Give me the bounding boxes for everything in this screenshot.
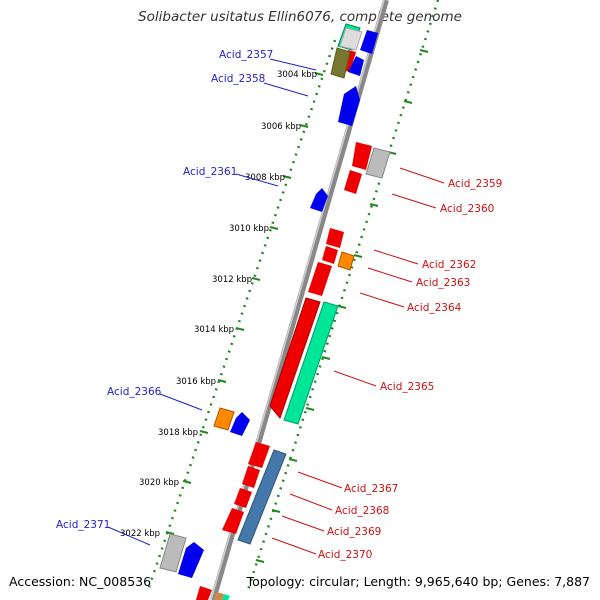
gene-reverse[interactable] [178, 542, 204, 578]
gene-reverse[interactable] [338, 86, 360, 126]
topology-summary: Topology: circular; Length: 9,965,640 bp… [246, 574, 590, 589]
tick-label: 3014 kbp [194, 325, 234, 335]
left-ruler [146, 39, 337, 591]
gene-label-right[interactable]: Acid_2370 [318, 549, 372, 561]
gene-forward[interactable] [222, 508, 244, 534]
gene-reverse[interactable] [230, 412, 250, 436]
tick-label: 3010 kbp [229, 224, 269, 234]
tick-label: 3016 kbp [176, 377, 216, 387]
gene-olive[interactable] [330, 47, 351, 79]
tick-label: 3012 kbp [212, 275, 252, 285]
tick-label: 3004 kbp [277, 70, 317, 80]
gene-forward[interactable] [308, 262, 332, 296]
tick-label: 3020 kbp [139, 478, 179, 488]
gene-label-right[interactable]: Acid_2369 [327, 526, 381, 538]
gene-label-right[interactable]: Acid_2363 [416, 277, 470, 289]
gene-label-right[interactable]: Acid_2362 [422, 259, 476, 271]
gene-pseudo[interactable] [337, 251, 355, 271]
gene-rna[interactable] [237, 449, 287, 545]
gene-other[interactable] [365, 147, 391, 179]
gene-reverse[interactable] [348, 56, 364, 76]
gene-forward[interactable] [196, 586, 212, 600]
gene-forward[interactable] [269, 297, 321, 420]
tick-label: 3022 kbp [120, 529, 160, 539]
gene-label-left[interactable]: Acid_2358 [211, 73, 265, 85]
gene-forward[interactable] [234, 488, 252, 508]
gene-label-right[interactable]: Acid_2364 [407, 302, 462, 314]
gene-other[interactable] [159, 533, 187, 573]
gene-reverse[interactable] [310, 188, 328, 212]
gene-label-left[interactable]: Acid_2371 [56, 519, 110, 531]
tick-label: 3006 kbp [261, 122, 301, 132]
gene-rna[interactable] [283, 301, 339, 425]
gene-label-right[interactable]: Acid_2365 [380, 381, 434, 393]
right-ruler [246, 0, 440, 591]
gene-pseudo[interactable] [214, 592, 224, 600]
gene-pseudo[interactable] [213, 407, 235, 431]
gene-forward[interactable] [322, 246, 338, 264]
tick-label: 3008 kbp [245, 173, 285, 183]
gene-gray-box[interactable] [339, 27, 363, 51]
gene-label-right[interactable]: Acid_2359 [448, 178, 502, 190]
gene-label-left[interactable]: Acid_2361 [183, 166, 237, 178]
gene-label-right[interactable]: Acid_2360 [440, 203, 494, 215]
gene-forward[interactable] [344, 170, 362, 194]
gene-forward[interactable] [248, 442, 270, 468]
gene-rna[interactable] [222, 594, 230, 600]
ruler-ticks [165, 49, 429, 563]
gene-label-right[interactable]: Acid_2368 [335, 505, 389, 517]
gene-forward[interactable] [326, 228, 344, 248]
gene-label-left[interactable]: Acid_2357 [219, 49, 273, 61]
gene-forward[interactable] [242, 466, 260, 488]
gene-label-right[interactable]: Acid_2367 [344, 483, 398, 495]
tick-label: 3018 kbp [158, 428, 198, 438]
gene-reverse[interactable] [360, 30, 378, 54]
gene-label-left[interactable]: Acid_2366 [107, 386, 162, 398]
gene-forward[interactable] [352, 142, 372, 170]
accession-text: Accession: NC_008536 [9, 574, 152, 589]
